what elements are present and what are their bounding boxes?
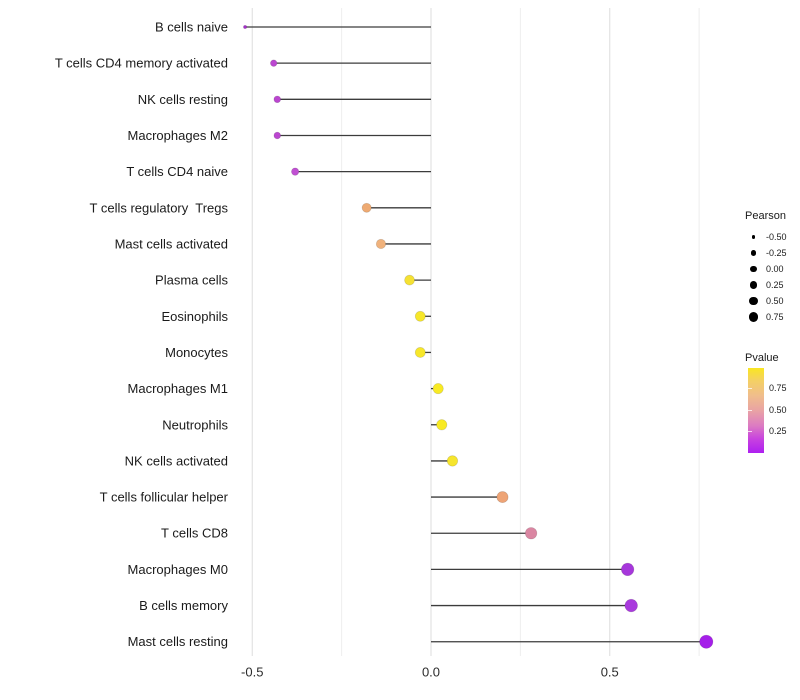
colorbar-tick-label: 0.25 <box>769 425 787 436</box>
data-point <box>243 25 248 30</box>
data-point <box>361 202 372 213</box>
data-point <box>446 455 459 467</box>
category-label: Monocytes <box>165 345 228 360</box>
category-label: T cells CD4 naive <box>126 164 228 179</box>
category-label: T cells follicular helper <box>100 490 229 505</box>
legend-pearson-item: -0.50 <box>745 229 787 245</box>
data-point <box>270 59 278 67</box>
pvalue-colorbar: 0.75 0.50 0.25 <box>748 368 787 453</box>
data-point <box>432 383 444 395</box>
data-point <box>524 527 538 540</box>
category-label: Plasma cells <box>155 273 228 288</box>
legend-size-label: 0.00 <box>766 264 784 274</box>
category-label: T cells CD8 <box>161 526 228 541</box>
legend-pvalue-title: Pvalue <box>745 352 779 364</box>
x-tick-label: -0.5 <box>241 665 263 680</box>
legend-size-dot <box>750 250 757 256</box>
category-label: NK cells resting <box>138 92 228 107</box>
colorbar-tick <box>748 409 752 411</box>
category-label: Mast cells resting <box>128 634 228 649</box>
data-point <box>436 419 448 431</box>
legend-pearson-items: -0.50 -0.25 0.00 0.25 0.50 0.75 <box>745 229 787 325</box>
data-point <box>414 310 426 322</box>
data-point <box>273 131 281 140</box>
legend-pearson-item: -0.25 <box>745 245 787 261</box>
legend-size-dot <box>749 281 758 289</box>
colorbar-tick-label: 0.75 <box>769 383 787 393</box>
data-point <box>496 491 509 504</box>
data-point <box>414 347 426 358</box>
category-label: Eosinophils <box>162 309 229 324</box>
category-label: Macrophages M2 <box>128 128 228 143</box>
category-label: Macrophages M1 <box>128 381 228 396</box>
category-label: Neutrophils <box>162 417 228 432</box>
colorbar-tick-label: 0.50 <box>769 404 787 415</box>
legend-pearson-title: Pearson <box>745 210 786 222</box>
x-tick-label: 0.5 <box>601 665 619 680</box>
category-label: B cells naive <box>155 20 228 35</box>
data-point <box>624 598 638 613</box>
data-point <box>291 167 300 176</box>
legend-size-dot <box>749 296 758 306</box>
x-tick-label: 0.0 <box>422 665 440 680</box>
legend-pearson-item: 0.25 <box>745 277 787 293</box>
legend-size-dot <box>748 312 759 322</box>
data-point <box>273 95 281 104</box>
data-point <box>404 274 415 286</box>
category-label: Mast cells activated <box>115 236 228 251</box>
legend-size-label: 0.75 <box>766 312 784 322</box>
legend-pearson-item: 0.75 <box>745 309 787 325</box>
legend-pearson-item: 0.00 <box>745 261 787 277</box>
data-point <box>620 562 635 577</box>
category-label: T cells regulatory Tregs <box>90 200 229 215</box>
colorbar-tick <box>748 388 752 389</box>
data-point <box>699 634 714 649</box>
category-label: Macrophages M0 <box>128 562 228 577</box>
legend-size-dot <box>751 235 756 239</box>
legend-size-label: 0.50 <box>766 296 784 306</box>
data-point <box>375 238 387 250</box>
legend-size-label: -0.50 <box>766 232 787 242</box>
legend-size-label: -0.25 <box>766 248 787 258</box>
category-label: B cells memory <box>139 598 228 613</box>
legend-pearson-item: 0.50 <box>745 293 787 309</box>
category-label: T cells CD4 memory activated <box>55 56 228 71</box>
colorbar-tick <box>748 430 752 432</box>
legend-size-dot <box>750 265 757 273</box>
category-label: NK cells activated <box>125 453 228 468</box>
legend-size-label: 0.25 <box>766 280 784 290</box>
